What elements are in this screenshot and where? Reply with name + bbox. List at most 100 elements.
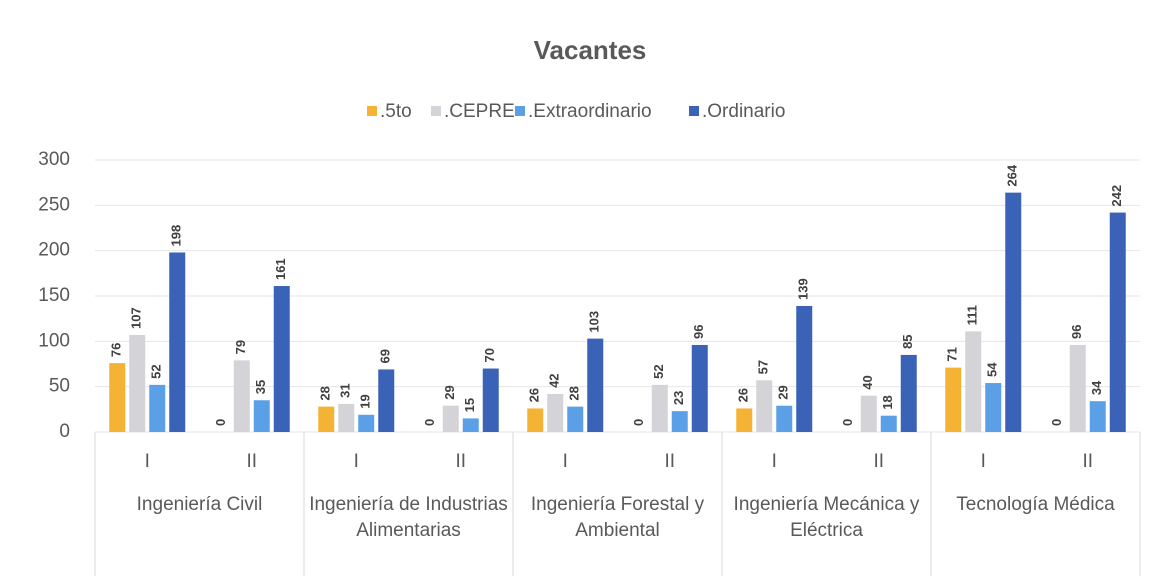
- bar: [273, 286, 290, 432]
- bar: [736, 408, 753, 432]
- data-label: 0: [631, 419, 646, 426]
- x-tick-label: I: [772, 451, 777, 472]
- bar: [358, 414, 375, 432]
- data-label: 111: [965, 305, 980, 325]
- bar: [1089, 401, 1106, 432]
- legend-swatch: [367, 106, 377, 116]
- data-label: 79: [233, 340, 248, 354]
- data-label: 54: [985, 362, 1000, 377]
- data-label: 42: [547, 373, 562, 387]
- bar: [587, 338, 604, 432]
- bar: [900, 354, 917, 432]
- bar: [671, 411, 688, 432]
- data-label: 0: [1049, 419, 1064, 426]
- bar: [462, 418, 479, 432]
- bar: [318, 406, 335, 432]
- data-label: 40: [860, 375, 875, 389]
- group-label: Ingeniería Civil: [136, 494, 263, 515]
- y-tick-label: 100: [38, 330, 70, 351]
- x-tick-label: II: [873, 451, 884, 472]
- data-label: 35: [253, 380, 268, 394]
- bar: [149, 384, 166, 432]
- y-tick-label: 150: [38, 285, 70, 306]
- legend-swatch: [431, 106, 441, 116]
- legend-swatch: [689, 106, 699, 116]
- data-label: 19: [358, 394, 373, 408]
- data-label: 52: [149, 364, 164, 378]
- bar: [378, 369, 395, 432]
- data-label: 103: [587, 311, 602, 333]
- x-tick-label: I: [354, 451, 359, 472]
- legend-swatch: [515, 106, 525, 116]
- x-tick-label: I: [981, 451, 986, 472]
- data-label: 57: [756, 360, 771, 374]
- data-label: 31: [338, 383, 353, 397]
- data-label: 139: [796, 278, 811, 300]
- x-tick-label: II: [1082, 451, 1093, 472]
- bar: [442, 405, 459, 432]
- y-tick-label: 200: [38, 240, 70, 261]
- data-label: 28: [318, 386, 333, 400]
- data-label: 96: [1069, 324, 1084, 338]
- bar: [547, 393, 564, 432]
- data-label: 198: [169, 225, 184, 247]
- bar: [965, 331, 982, 432]
- bar: [776, 405, 793, 432]
- bar: [1069, 344, 1086, 432]
- data-label: 34: [1089, 380, 1104, 395]
- bar: [945, 367, 962, 432]
- data-label: 0: [422, 419, 437, 426]
- bar: [651, 384, 668, 432]
- bar: [1005, 192, 1022, 432]
- x-tick-label: II: [664, 451, 675, 472]
- y-tick-label: 250: [38, 194, 70, 215]
- data-label: 76: [109, 343, 124, 357]
- group-label: Ingeniería de Industrias Alimentarias: [309, 494, 508, 541]
- x-tick-label: II: [246, 451, 257, 472]
- bar: [253, 400, 270, 432]
- y-tick-label: 300: [38, 149, 70, 170]
- data-label: 0: [840, 419, 855, 426]
- data-label: 107: [129, 307, 144, 329]
- data-label: 29: [442, 385, 457, 399]
- bar: [985, 383, 1002, 432]
- data-label: 264: [1005, 164, 1020, 186]
- bar: [169, 252, 186, 432]
- data-label: 23: [671, 391, 686, 405]
- data-label: 69: [378, 349, 393, 363]
- data-label: 96: [691, 324, 706, 338]
- legend-label: .5to: [380, 101, 412, 122]
- chart-title: Vacantes: [534, 35, 647, 65]
- data-label: 52: [651, 364, 666, 378]
- x-tick-label: I: [145, 451, 150, 472]
- x-tick-label: II: [455, 451, 466, 472]
- data-label: 242: [1109, 185, 1124, 207]
- bar: [880, 415, 897, 432]
- data-label: 18: [880, 395, 895, 409]
- legend-label: .Ordinario: [702, 101, 785, 122]
- data-label: 161: [273, 258, 288, 280]
- data-label: 26: [527, 388, 542, 402]
- bar: [860, 395, 877, 432]
- bar: [691, 344, 708, 432]
- bar: [1109, 212, 1126, 432]
- y-tick-label: 50: [49, 376, 70, 397]
- y-tick-label: 0: [59, 421, 70, 442]
- data-label: 85: [900, 334, 915, 348]
- bar: [567, 406, 584, 432]
- bar: [482, 368, 499, 432]
- group-label: Ingeniería Forestal y Ambiental: [530, 494, 705, 541]
- bar: [527, 408, 544, 432]
- data-label: 29: [776, 385, 791, 399]
- group-label: Tecnología Médica: [956, 494, 1115, 515]
- bar: [109, 363, 126, 432]
- bar: [756, 380, 773, 432]
- data-label: 15: [462, 398, 477, 412]
- x-tick-label: I: [563, 451, 568, 472]
- data-label: 28: [567, 386, 582, 400]
- data-label: 71: [945, 347, 960, 361]
- bar: [338, 403, 355, 432]
- data-label: 26: [736, 388, 751, 402]
